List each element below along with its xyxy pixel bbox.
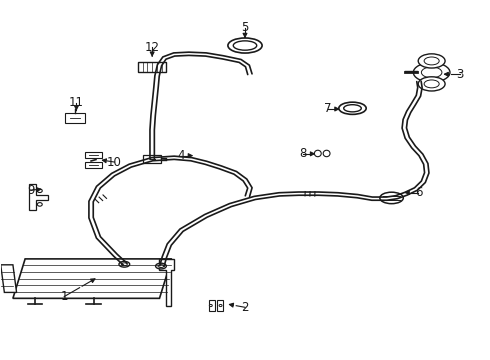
Text: 10: 10 (107, 156, 122, 168)
Polygon shape (29, 184, 48, 210)
Ellipse shape (343, 105, 361, 112)
Ellipse shape (37, 189, 42, 193)
Ellipse shape (380, 192, 403, 204)
Ellipse shape (156, 263, 166, 269)
Bar (144, 155, 161, 163)
Bar (65, 113, 85, 123)
Polygon shape (217, 300, 222, 311)
Polygon shape (209, 300, 215, 311)
Text: 8: 8 (299, 147, 306, 160)
Text: 9: 9 (27, 184, 35, 197)
Polygon shape (159, 259, 174, 306)
Text: 3: 3 (456, 68, 464, 81)
Ellipse shape (37, 203, 42, 206)
Ellipse shape (414, 63, 450, 82)
Bar (138, 62, 166, 72)
Ellipse shape (323, 150, 330, 157)
Polygon shape (0, 265, 17, 292)
Ellipse shape (315, 150, 321, 157)
Bar (85, 162, 102, 168)
Ellipse shape (339, 102, 366, 114)
Text: 4: 4 (178, 149, 185, 162)
Ellipse shape (424, 57, 439, 65)
Polygon shape (13, 259, 172, 298)
Ellipse shape (233, 41, 257, 50)
Text: 7: 7 (324, 103, 332, 116)
Ellipse shape (418, 54, 445, 68)
Text: 12: 12 (145, 41, 160, 54)
Ellipse shape (122, 263, 127, 266)
Text: 5: 5 (241, 21, 249, 34)
Text: 2: 2 (241, 301, 249, 314)
Ellipse shape (119, 261, 130, 267)
Ellipse shape (424, 80, 439, 88)
Ellipse shape (228, 38, 262, 53)
Ellipse shape (209, 305, 212, 307)
Ellipse shape (158, 265, 164, 267)
Text: 6: 6 (415, 186, 422, 199)
Ellipse shape (219, 305, 222, 307)
Ellipse shape (418, 77, 445, 91)
Bar (85, 152, 102, 158)
Ellipse shape (421, 67, 442, 78)
Text: 11: 11 (69, 96, 84, 109)
Text: 1: 1 (60, 290, 68, 303)
